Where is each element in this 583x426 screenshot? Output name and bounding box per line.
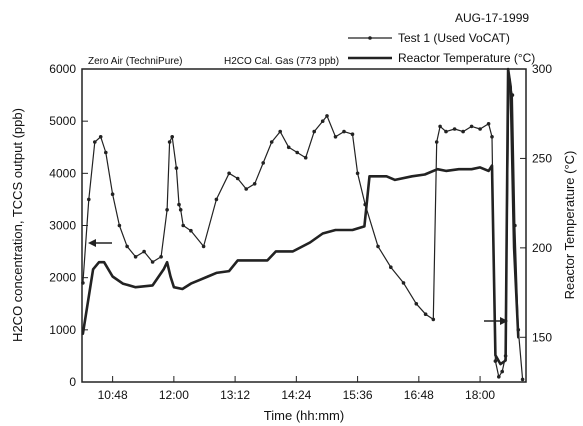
y-right-tick-label: 250	[532, 151, 552, 165]
data-point-test1	[252, 182, 257, 186]
plot-frame	[81, 68, 527, 383]
data-point-test1	[389, 265, 393, 270]
y-axis-left: 0 1000 2000 3000 4000 5000 6000	[49, 62, 88, 389]
x-tick-label: 13:12	[220, 388, 250, 402]
data-point-test1	[401, 281, 406, 285]
data-point-test1	[104, 150, 108, 155]
y-left-tick-label: 6000	[49, 62, 76, 76]
data-point-test1	[110, 192, 115, 196]
data-point-test1	[227, 171, 231, 176]
data-point-test1	[490, 135, 494, 139]
y-right-tick-label: 200	[532, 241, 552, 255]
series-line-temperature	[81, 67, 520, 366]
y-axis-right: 150 200 250 300	[520, 62, 552, 344]
arrow-right-axis	[484, 317, 508, 325]
data-point-test1	[312, 129, 317, 134]
y-axis-left-title: H2CO concentration, TCCS output (ppb)	[10, 108, 25, 342]
data-point-test1	[434, 140, 439, 144]
data-point-test1	[87, 197, 91, 202]
data-point-test1	[325, 114, 329, 118]
x-tick-label: 16:48	[404, 388, 434, 402]
y-axis-right-title: Reactor Temperature (°C)	[562, 151, 577, 300]
data-point-test1	[461, 129, 465, 134]
x-tick-label: 14:24	[281, 388, 311, 402]
data-point-test1	[269, 140, 274, 144]
legend-label-test1: Test 1 (Used VoCAT)	[398, 31, 510, 45]
data-point-test1	[214, 197, 219, 202]
data-point-test1	[159, 254, 163, 259]
data-point-test1	[444, 129, 448, 134]
data-point-test1	[93, 140, 97, 144]
series-line-test1	[82, 78, 524, 380]
y-left-tick-label: 0	[69, 375, 76, 389]
data-point-test1	[350, 132, 355, 136]
legend: Test 1 (Used VoCAT) Reactor Temperature …	[348, 31, 535, 65]
data-point-test1	[497, 375, 501, 379]
annotation-zero-air: Zero Air (TechniPure)	[88, 56, 182, 67]
x-tick-label: 18:00	[465, 388, 495, 402]
legend-marker-test1	[368, 36, 372, 40]
data-point-test1	[423, 312, 428, 317]
data-point-test1	[98, 135, 103, 139]
data-point-test1	[520, 377, 525, 382]
y-left-tick-label: 4000	[49, 166, 76, 180]
data-point-test1	[174, 166, 179, 170]
x-axis: 10:48 12:00 13:12 14:24 15:36 16:48 18:00	[98, 376, 495, 402]
data-point-test1	[170, 135, 174, 139]
data-point-test1	[438, 124, 442, 129]
data-point-test1	[286, 145, 291, 150]
data-point-test1	[150, 260, 155, 264]
data-point-test1	[295, 150, 300, 155]
data-point-test1	[142, 249, 146, 254]
data-point-test1	[486, 122, 491, 126]
legend-label-temperature: Reactor Temperature (°C)	[398, 51, 535, 65]
data-point-test1	[303, 155, 308, 160]
x-axis-title: Time (hh:mm)	[264, 408, 344, 423]
data-point-test1	[261, 161, 266, 165]
data-point-test1	[493, 359, 498, 363]
y-left-tick-label: 3000	[49, 219, 76, 233]
data-point-test1	[452, 127, 457, 131]
data-point-test1	[165, 208, 169, 212]
data-point-test1	[320, 119, 325, 123]
y-right-tick-label: 300	[532, 62, 552, 76]
data-point-test1	[117, 223, 122, 228]
annotation-cal-gas: H2CO Cal. Gas (773 ppb)	[224, 56, 339, 67]
data-point-test1	[133, 254, 138, 259]
data-point-test1	[178, 208, 183, 212]
data-point-test1	[500, 369, 505, 374]
data-point-test1	[333, 135, 338, 139]
x-tick-label: 10:48	[98, 388, 128, 402]
y-right-tick-label: 150	[532, 330, 552, 344]
data-point-test1	[355, 171, 360, 176]
data-point-test1	[244, 187, 248, 191]
data-point-test1	[469, 124, 474, 129]
data-point-test1	[342, 129, 346, 134]
data-point-test1	[201, 244, 206, 249]
data-point-test1	[81, 281, 85, 285]
data-point-test1	[181, 223, 185, 228]
data-point-test1	[177, 202, 181, 207]
y-left-tick-label: 1000	[49, 323, 76, 337]
date-label: AUG-17-1999	[455, 11, 529, 25]
data-point-test1	[235, 176, 240, 181]
data-point-test1	[125, 244, 129, 249]
data-point-test1	[414, 302, 419, 306]
data-point-test1	[167, 140, 172, 144]
data-point-test1	[376, 244, 380, 249]
series-layer	[81, 67, 525, 382]
y-left-tick-label: 5000	[49, 114, 76, 128]
data-point-test1	[431, 317, 436, 322]
x-tick-label: 15:36	[343, 388, 373, 402]
data-point-test1	[189, 228, 193, 233]
data-point-test1	[478, 127, 482, 131]
x-tick-label: 12:00	[159, 388, 189, 402]
y-left-tick-label: 2000	[49, 271, 76, 285]
data-point-test1	[278, 129, 283, 134]
arrow-left-axis	[88, 239, 112, 247]
